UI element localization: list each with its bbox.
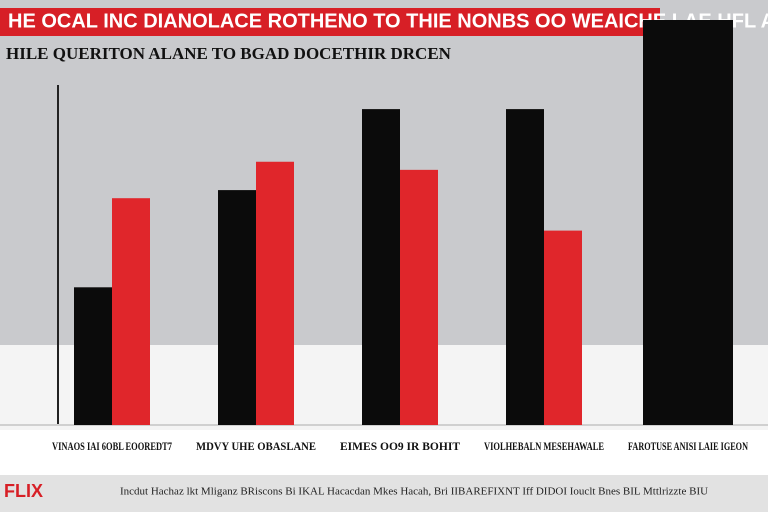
x-tick-label: VINAOS IAI 6OBL EOOREDT7 (52, 439, 172, 453)
x-tick-label: VIOLHEBALN MESEHAWALE (484, 439, 604, 453)
bar (362, 109, 400, 425)
bar (643, 20, 733, 425)
x-tick-label: EIMES OO9 IR BOHIT (340, 439, 460, 453)
chart-title: HE OCAL INC DIANOLACE ROTHENO TO THIE NO… (8, 10, 768, 32)
x-tick-label: FAROTUSE ANISI LAIE IGEON (628, 439, 748, 453)
bar (506, 109, 544, 425)
plot-area: VINAOS IAI 6OBL EOOREDT7 MDVY UHE OBASLAN… (52, 20, 748, 453)
bar (218, 190, 256, 425)
bar (256, 161, 294, 425)
bar (400, 169, 438, 425)
bar (544, 230, 582, 425)
title-banner (0, 8, 660, 36)
footer-bar (0, 475, 768, 512)
x-tick-label: MDVY UHE OBASLANE (196, 439, 316, 453)
bar (74, 287, 112, 425)
bar (112, 198, 150, 425)
footer-text: Incdut Hachaz lkt Mliganz BRiscons Bi IK… (120, 486, 708, 498)
footer-brand: FLIX (4, 481, 43, 501)
chart-subtitle: HILE QUERITON ALANE TO BGAD DOCETHIR DRC… (6, 44, 452, 63)
